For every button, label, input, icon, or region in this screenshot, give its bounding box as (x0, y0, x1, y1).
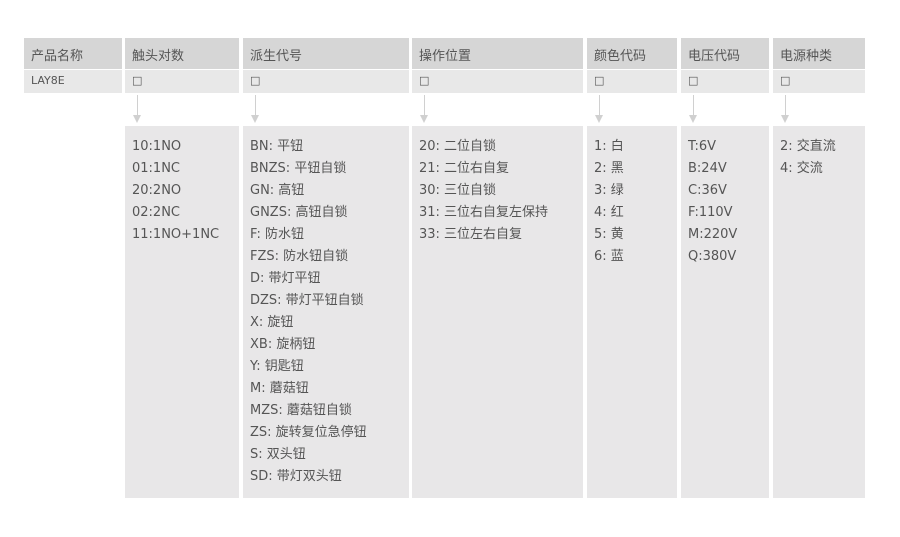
option-item: 2: 黑 (594, 161, 624, 176)
option-item: F: 防水钮 (250, 227, 304, 242)
code-color: □ (587, 70, 677, 93)
option-item: Q:380V (688, 249, 737, 264)
options-power: 2: 交直流 4: 交流 (773, 126, 865, 498)
code-voltage: □ (681, 70, 769, 93)
option-item: 21: 二位右自复 (419, 161, 510, 176)
options-color: 1: 白 2: 黑 3: 绿 4: 红 5: 黄 6: 蓝 (587, 126, 677, 498)
option-item: 20: 二位自锁 (419, 139, 497, 154)
option-item: Y: 钥匙钮 (250, 359, 304, 374)
option-item: T:6V (688, 139, 717, 154)
option-item: 11:1NO+1NC (132, 227, 220, 242)
option-item: D: 带灯平钮 (250, 271, 321, 286)
option-item: 30: 三位自锁 (419, 183, 497, 198)
header-color: 颜色代码 (587, 38, 677, 69)
option-item: 2: 交直流 (780, 139, 836, 154)
option-item: 4: 交流 (780, 161, 823, 176)
header-power: 电源种类 (773, 38, 865, 69)
code-derivative: □ (243, 70, 409, 93)
options-voltage: T:6V B:24V C:36V F:110V M:220V Q:380V (681, 126, 769, 498)
option-item: 20:2NO (132, 183, 182, 198)
option-item: BN: 平钮 (250, 139, 304, 154)
option-item: 4: 红 (594, 205, 624, 220)
arrow-down-icon (133, 95, 142, 125)
option-item: F:110V (688, 205, 733, 220)
option-item: GNZS: 高钮自锁 (250, 205, 348, 220)
option-item: 31: 三位右自复左保持 (419, 205, 549, 220)
options-contacts: 10:1NO 01:1NC 20:2NO 02:2NC 11:1NO+1NC (125, 126, 239, 498)
option-item: X: 旋钮 (250, 315, 294, 330)
arrow-down-icon (781, 95, 790, 125)
header-operation: 操作位置 (412, 38, 583, 69)
header-voltage: 电压代码 (681, 38, 769, 69)
code-operation: □ (412, 70, 583, 93)
option-item: DZS: 带灯平钮自锁 (250, 293, 364, 308)
option-item: S: 双头钮 (250, 447, 306, 462)
option-item: SD: 带灯双头钮 (250, 469, 342, 484)
code-contacts: □ (125, 70, 239, 93)
option-item: BNZS: 平钮自锁 (250, 161, 347, 176)
option-item: 10:1NO (132, 139, 182, 154)
header-derivative: 派生代号 (243, 38, 409, 69)
arrow-down-icon (689, 95, 698, 125)
option-item: C:36V (688, 183, 727, 198)
option-item: 3: 绿 (594, 183, 624, 198)
header-contacts: 触头对数 (125, 38, 239, 69)
code-power: □ (773, 70, 865, 93)
option-item: 6: 蓝 (594, 249, 624, 264)
arrow-down-icon (595, 95, 604, 125)
option-item: XB: 旋柄钮 (250, 337, 316, 352)
option-item: M:220V (688, 227, 738, 242)
option-item: GN: 高钮 (250, 183, 305, 198)
arrow-down-icon (251, 95, 260, 125)
options-operation: 20: 二位自锁 21: 二位右自复 30: 三位自锁 31: 三位右自复左保持 33:… (412, 126, 583, 498)
arrow-down-icon (420, 95, 429, 125)
options-derivative: BN: 平钮 BNZS: 平钮自锁 GN: 高钮 GNZS: 高钮自锁 F: 防水钮 FZ… (243, 126, 409, 498)
option-item: 02:2NC (132, 205, 180, 220)
option-item: B:24V (688, 161, 727, 176)
option-item: 33: 三位左右自复 (419, 227, 523, 242)
option-item: 1: 白 (594, 139, 624, 154)
option-item: M: 蘑菇钮 (250, 381, 309, 396)
option-item: 01:1NC (132, 161, 180, 176)
option-item: ZS: 旋转复位急停钮 (250, 425, 367, 440)
code-product-name: LAY8E (24, 70, 122, 93)
option-item: 5: 黄 (594, 227, 624, 242)
option-item: MZS: 蘑菇钮自锁 (250, 403, 352, 418)
header-product-name: 产品名称 (24, 38, 122, 69)
option-item: FZS: 防水钮自锁 (250, 249, 349, 264)
